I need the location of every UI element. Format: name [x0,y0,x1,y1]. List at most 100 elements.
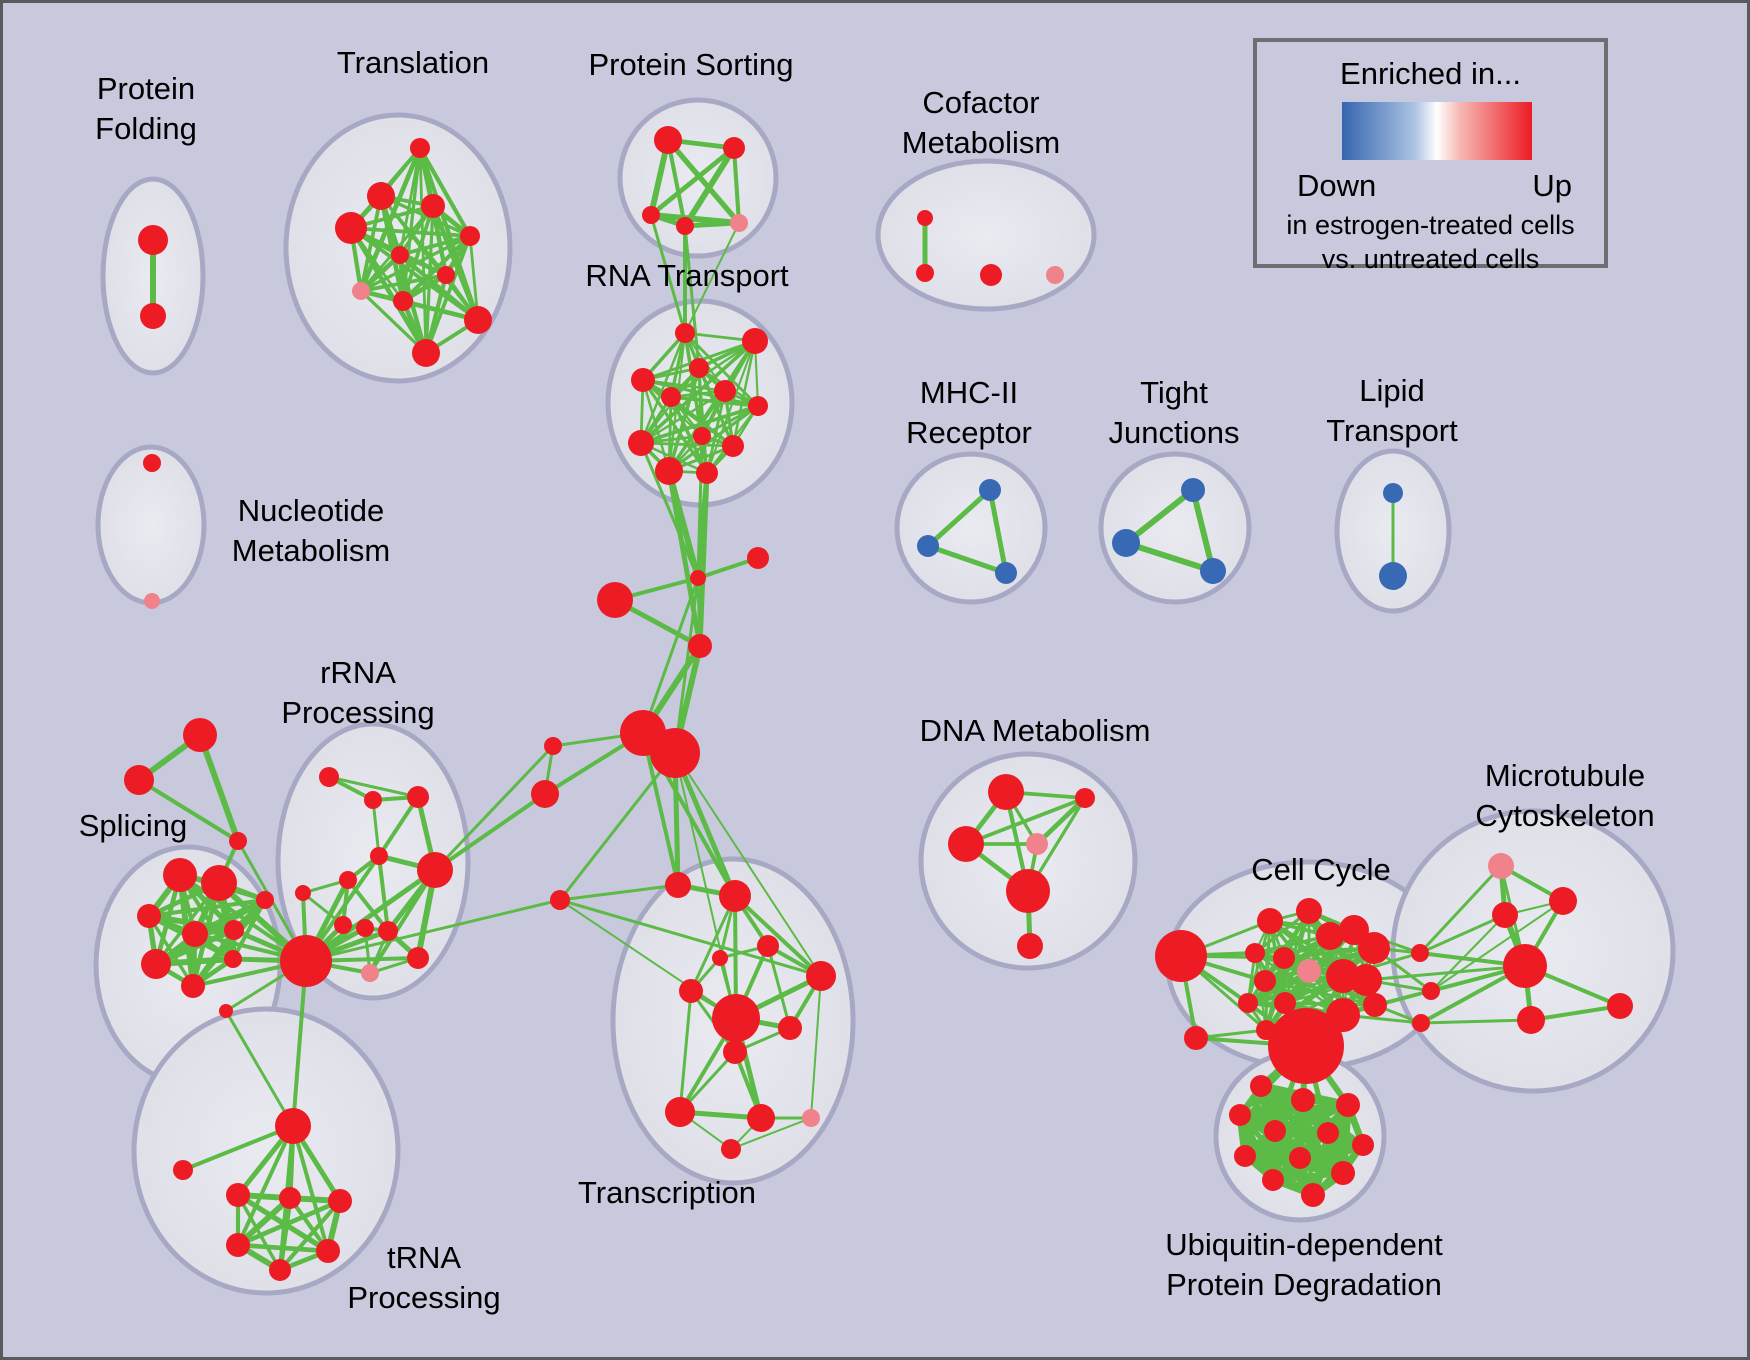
network-edge [1430,914,1506,992]
gene-set-node [173,1160,193,1180]
network-edge [1430,900,1564,992]
cluster-ellipse-mhc-ii-receptor [894,451,1048,605]
network-edge [672,750,738,899]
network-edge [665,137,742,226]
gene-set-node [597,582,633,618]
gene-set-node [1026,833,1048,855]
gene-set-node [141,949,171,979]
network-edge [230,897,268,962]
gene-set-node [723,137,745,159]
gene-set-node [1245,943,1265,963]
gene-set-node [183,718,217,752]
network-edge [683,224,701,370]
gene-set-node [226,1183,250,1207]
gene-set-node [407,947,429,969]
gene-set-node [1379,562,1407,590]
gene-set-node [712,994,760,1042]
network-edge [304,898,562,963]
network-edge [925,487,993,549]
cluster-labels: Protein Folding Translation Protein Sorting… [79,45,1655,1315]
gene-set-node [1006,869,1050,913]
gene-set-node [226,1233,250,1257]
gene-set-node [1331,1161,1355,1185]
gene-set-node [1412,1014,1430,1032]
gene-set-node [1352,1134,1374,1156]
network-edge [641,576,700,735]
gene-set-node [339,871,357,889]
gene-set-node [917,535,939,557]
gene-set-node [1273,947,1295,969]
gene-set-node [1297,959,1321,983]
gene-set-node [421,194,445,218]
gene-set-node [757,935,779,957]
cluster-label-trna-processing: tRNA Processing [347,1240,500,1315]
gene-set-node [1317,1122,1339,1144]
gene-set-node [1358,932,1390,964]
gene-set-node [1336,1093,1360,1117]
gene-set-node [1517,1006,1545,1034]
gene-set-node [979,479,1001,501]
network-edge [639,441,700,580]
gene-set-node [1289,1147,1311,1169]
cluster-label-microtubule-cytoskeleton: Microtubule Cytoskeleton [1475,758,1654,833]
legend-color-gradient-bar [1342,102,1532,160]
network-edge [987,487,1009,576]
network-edge [277,1198,343,1273]
gene-set-node [1181,478,1205,502]
cluster-label-protein-folding: Protein Folding [95,71,197,146]
gene-set-node [1155,930,1207,982]
cluster-label-cell-cycle: Cell Cycle [1251,852,1391,887]
gene-set-node [742,328,768,354]
network-edge [810,975,822,1119]
network-edge [639,404,760,445]
gene-set-node [412,339,440,367]
gene-set-node [1549,887,1577,915]
network-edge [235,1198,343,1248]
gene-set-node [1262,1169,1284,1191]
gene-set-node [1607,993,1633,1019]
legend-down-label: Down [1297,168,1377,203]
gene-set-node [1350,964,1382,996]
network-edge [433,744,555,872]
network-edge [1123,540,1216,574]
network-edge [224,1009,295,1128]
network-edge [1418,864,1503,955]
gene-set-node [747,1104,775,1132]
gene-set-node [631,368,655,392]
network-edge [696,434,704,580]
gene-set-node [316,1239,340,1263]
gene-set-node [224,920,244,940]
network-edge [669,395,760,408]
cluster-ellipse-dna-metabolism [918,751,1138,971]
network-edge [641,378,709,475]
gene-set-node [693,427,711,445]
network-edge [682,145,737,229]
cluster-ellipse-cofactor-metabolism [875,158,1097,312]
cluster-label-ubiquitin-degradation: Ubiquitin-dependent Protein Degradation [1165,1227,1443,1302]
gene-set-node [721,1139,741,1159]
gene-set-node [144,593,160,609]
gene-set-node [1264,1120,1286,1142]
gene-set-node [650,728,700,778]
gene-set-node [140,303,166,329]
network-edge [377,795,420,858]
network-edge [649,213,687,335]
gene-set-node [356,919,374,937]
gene-set-node [391,246,409,264]
gene-set-node [806,961,836,991]
legend-box: Enriched in... Down Up in estrogen-treat… [1253,38,1608,274]
gene-set-node [361,964,379,982]
gene-set-node [665,1097,695,1127]
gene-set-node [143,454,161,472]
gene-set-node [437,266,455,284]
network-edge [377,854,390,933]
gene-set-node [719,880,751,912]
legend-caption-line2: vs. untreated cells [1321,244,1540,274]
network-edge [639,331,687,445]
gene-set-node [1254,970,1276,992]
network-edge [925,543,1009,576]
network-edge [348,225,429,356]
gene-set-node [712,950,728,966]
gene-set-node [988,774,1024,810]
